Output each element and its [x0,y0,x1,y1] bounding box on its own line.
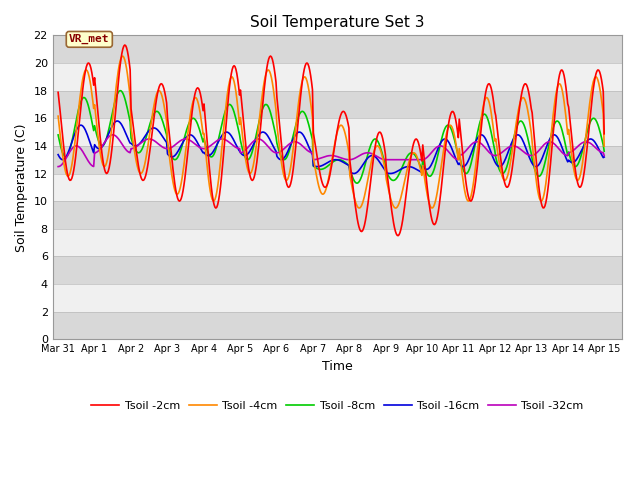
Tsoil -16cm [113,118,121,124]
Y-axis label: Soil Temperature (C): Soil Temperature (C) [15,123,28,252]
Line: Tsoil -8cm: Tsoil -8cm [58,91,604,183]
Tsoil -8cm [420,164,428,170]
Tsoil -16cm [377,161,385,167]
Tsoil -32cm [152,139,159,144]
Tsoil -2cm [420,159,428,165]
Tsoil -4cm [420,169,428,175]
Tsoil -16cm [467,151,475,156]
Tsoil -16cm [54,152,62,157]
Tsoil -4cm [119,53,127,59]
Text: VR_met: VR_met [69,34,109,45]
Tsoil -16cm [386,170,394,176]
Tsoil -2cm [54,89,62,95]
Tsoil -8cm [54,132,62,138]
Tsoil -4cm [196,106,204,112]
Tsoil -4cm [428,205,436,211]
Tsoil -32cm [109,132,116,138]
Bar [52,229,622,256]
Tsoil -8cm [196,126,204,132]
Tsoil -16cm [152,126,159,132]
Title: Soil Temperature Set 3: Soil Temperature Set 3 [250,15,425,30]
Legend: Tsoil -2cm, Tsoil -4cm, Tsoil -8cm, Tsoil -16cm, Tsoil -32cm: Tsoil -2cm, Tsoil -4cm, Tsoil -8cm, Tsoi… [87,396,588,416]
Bar [52,63,622,91]
Tsoil -4cm [600,144,608,149]
Line: Tsoil -16cm: Tsoil -16cm [58,121,604,173]
Tsoil -16cm [420,166,428,171]
Tsoil -2cm [600,131,608,137]
Tsoil -8cm [353,180,361,186]
Tsoil -4cm [54,113,62,119]
Tsoil -32cm [377,156,385,161]
Line: Tsoil -32cm: Tsoil -32cm [58,135,604,167]
Bar [52,284,622,312]
X-axis label: Time: Time [322,360,353,373]
Tsoil -8cm [467,160,475,166]
Tsoil -2cm [302,60,310,66]
Tsoil -32cm [420,156,428,162]
Tsoil -2cm [152,102,159,108]
Tsoil -4cm [467,193,475,199]
Line: Tsoil -2cm: Tsoil -2cm [58,45,604,236]
Bar [52,173,622,201]
Tsoil -8cm [600,148,608,154]
Tsoil -32cm [302,146,310,152]
Tsoil -8cm [152,109,159,115]
Tsoil -4cm [377,148,385,154]
Tsoil -32cm [600,153,608,158]
Tsoil -16cm [302,138,310,144]
Tsoil -2cm [377,130,385,136]
Tsoil -2cm [467,198,475,204]
Tsoil -32cm [467,143,474,149]
Tsoil -16cm [196,144,204,149]
Tsoil -4cm [302,75,310,81]
Tsoil -2cm [121,42,129,48]
Bar [52,118,622,146]
Tsoil -8cm [378,149,385,155]
Tsoil -32cm [54,164,62,169]
Tsoil -8cm [302,113,310,119]
Tsoil -4cm [152,95,159,100]
Tsoil -8cm [116,88,124,94]
Tsoil -2cm [196,87,204,93]
Tsoil -32cm [196,144,204,150]
Tsoil -16cm [600,154,608,160]
Line: Tsoil -4cm: Tsoil -4cm [58,56,604,208]
Tsoil -2cm [394,233,402,239]
